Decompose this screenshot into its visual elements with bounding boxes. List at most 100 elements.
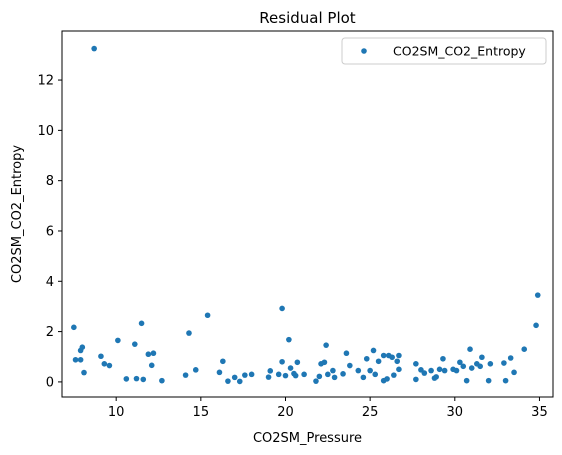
- data-point: [355, 367, 362, 374]
- data-point: [325, 371, 331, 378]
- y-tick-label: 0: [46, 375, 54, 390]
- data-point: [101, 360, 108, 367]
- data-point: [313, 378, 319, 384]
- data-point: [216, 369, 223, 376]
- data-point: [394, 358, 401, 365]
- data-point: [396, 352, 402, 359]
- x-tick-label: 10: [108, 405, 125, 420]
- data-point: [282, 372, 289, 379]
- data-point: [225, 378, 231, 384]
- data-point: [231, 374, 238, 381]
- data-point: [140, 376, 147, 383]
- data-point: [521, 346, 528, 353]
- data-point: [468, 365, 475, 371]
- x-tick-label: 20: [277, 405, 294, 420]
- ticks-layer: 10 15 20 25 30 35 0 2 4 6 8 10 12: [37, 74, 547, 420]
- data-point: [294, 359, 301, 366]
- y-tick-label: 4: [46, 275, 54, 290]
- data-point: [384, 376, 390, 382]
- data-point: [192, 367, 199, 373]
- y-tick-label: 8: [46, 174, 54, 189]
- data-point: [248, 371, 255, 378]
- y-tick-label: 12: [37, 74, 54, 89]
- data-point: [467, 346, 473, 353]
- data-point: [79, 344, 86, 350]
- data-point: [316, 373, 323, 380]
- data-point: [236, 378, 243, 385]
- data-point: [186, 330, 192, 336]
- data-point: [343, 350, 350, 357]
- data-point: [460, 363, 467, 370]
- data-point: [330, 367, 336, 374]
- data-point: [292, 372, 299, 379]
- y-axis-label: CO2SM_CO2_Entropy: [10, 145, 25, 283]
- x-tick-label: 30: [447, 405, 464, 420]
- data-point: [265, 374, 272, 380]
- data-point: [275, 371, 282, 378]
- data-point: [433, 374, 439, 380]
- data-point: [502, 377, 509, 384]
- y-tick-label: 10: [37, 124, 54, 139]
- chart-title: Residual Plot: [259, 9, 356, 27]
- data-point: [375, 358, 382, 365]
- data-point: [477, 363, 483, 370]
- data-point: [389, 354, 395, 361]
- data-point: [507, 355, 514, 361]
- data-point: [182, 372, 189, 378]
- data-point: [267, 368, 274, 374]
- data-point: [159, 377, 165, 384]
- data-point: [148, 362, 155, 369]
- points-layer: [71, 45, 541, 385]
- data-point: [132, 341, 138, 347]
- data-point: [501, 360, 507, 366]
- data-point: [204, 312, 211, 319]
- data-point: [331, 374, 338, 381]
- data-point: [81, 369, 87, 376]
- data-point: [279, 358, 285, 365]
- data-point: [133, 375, 140, 382]
- data-point: [220, 358, 226, 365]
- data-point: [138, 320, 145, 327]
- data-point: [485, 377, 492, 384]
- legend-box: [341, 37, 547, 65]
- data-point: [242, 372, 248, 378]
- x-tick-label: 15: [193, 405, 210, 420]
- data-point: [340, 371, 346, 377]
- plot-frame: [61, 30, 554, 398]
- data-point: [71, 324, 77, 331]
- data-point: [123, 376, 130, 382]
- data-point: [413, 360, 419, 367]
- data-point: [150, 350, 157, 357]
- data-point: [534, 292, 541, 298]
- data-point: [479, 354, 485, 361]
- data-point: [360, 374, 367, 381]
- data-point: [421, 370, 428, 376]
- data-point: [436, 366, 443, 373]
- data-point: [370, 347, 377, 354]
- data-point: [441, 367, 448, 374]
- legend: CO2SM_CO2_Entropy: [341, 37, 547, 65]
- data-point: [413, 376, 419, 383]
- y-tick-label: 2: [46, 325, 54, 340]
- data-point: [98, 353, 104, 360]
- data-point: [363, 355, 370, 362]
- data-point: [77, 356, 84, 363]
- data-point: [457, 359, 463, 366]
- x-tick-label: 25: [362, 405, 379, 420]
- data-point: [72, 356, 79, 363]
- data-point: [279, 305, 285, 312]
- data-point: [463, 377, 470, 384]
- data-point: [372, 371, 379, 378]
- data-point: [367, 367, 373, 374]
- legend-label: CO2SM_CO2_Entropy: [393, 44, 526, 59]
- data-point: [391, 372, 397, 378]
- x-tick-label: 35: [531, 405, 548, 420]
- data-point: [487, 360, 494, 367]
- data-point: [347, 362, 353, 369]
- data-point: [287, 365, 294, 371]
- data-point: [323, 342, 329, 348]
- data-point: [453, 367, 460, 374]
- data-point: [301, 371, 307, 378]
- data-point: [440, 355, 446, 362]
